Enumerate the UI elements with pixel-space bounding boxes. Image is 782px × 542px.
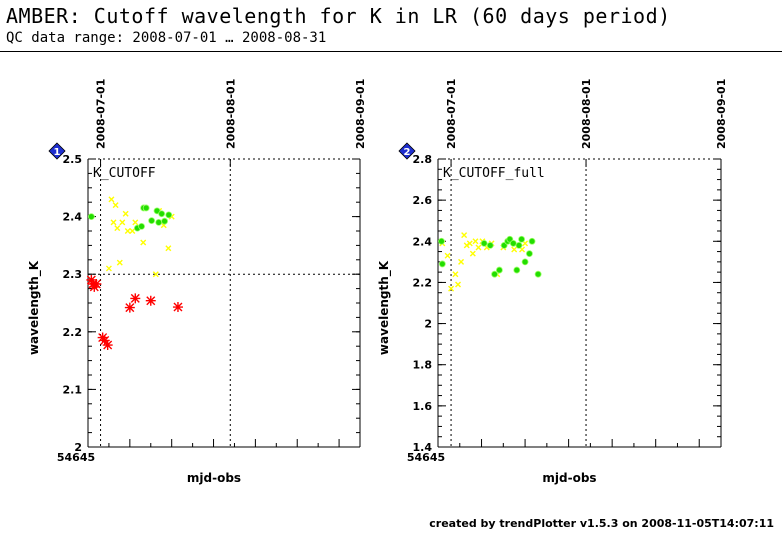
- panel-title: K_CUTOFF: [93, 166, 156, 181]
- page-subtitle: QC data range: 2008-07-01 … 2008-08-31: [6, 30, 327, 46]
- data-point-green: [515, 241, 523, 249]
- panel-badge-number: 1: [54, 147, 61, 158]
- y-axis-label: wavelength_K: [27, 260, 42, 355]
- data-point-yellow: [119, 219, 126, 226]
- data-point-green: [165, 211, 173, 219]
- data-point-yellow: [461, 232, 468, 239]
- y-tick-label: 2.1: [63, 383, 83, 396]
- data-point-yellow: [469, 250, 476, 257]
- x-axis-label: mjd-obs: [542, 471, 596, 485]
- data-point-yellow: [444, 252, 451, 259]
- data-point-yellow: [122, 210, 129, 217]
- y-tick-label: 2.6: [413, 194, 433, 207]
- data-point-red: [86, 274, 97, 285]
- panel-badge-icon: [48, 142, 66, 160]
- data-point-yellow: [455, 281, 462, 288]
- chart-panel-1: 2 2.1 2.2 2.3 2.4 2.5 54645 2008-07-01 2008-08-0…: [27, 79, 367, 485]
- x-axis-label: mjd-obs: [187, 471, 241, 485]
- data-point-red: [102, 340, 113, 351]
- date-tick-label: 2008-07-01: [95, 79, 108, 149]
- data-point-green: [161, 217, 168, 225]
- data-point-yellow: [129, 228, 136, 234]
- data-point-green: [142, 204, 150, 212]
- data-point-yellow: [165, 245, 172, 252]
- data-point-green: [480, 239, 488, 247]
- data-point-green: [518, 235, 525, 243]
- date-tick-label: 2008-08-01: [224, 79, 237, 149]
- page-title: AMBER: Cutoff wavelength for K in LR (60…: [6, 4, 671, 28]
- data-point-red: [124, 302, 135, 313]
- data-point-green: [438, 260, 446, 268]
- data-point-yellow: [472, 238, 479, 245]
- data-point-red: [172, 302, 183, 313]
- y-tick-label: 2: [424, 318, 432, 331]
- y-tick-label: 1.6: [413, 400, 433, 413]
- data-point-green: [534, 270, 542, 278]
- data-point-yellow: [458, 258, 465, 265]
- date-tick-label: 2008-09-01: [354, 79, 367, 149]
- y-tick-label: 1.8: [413, 359, 433, 372]
- panel-title: K_CUTOFF_full: [443, 166, 545, 181]
- y-tick-label: 2.2: [63, 326, 83, 339]
- y-tick-label: 2.4: [63, 211, 83, 224]
- data-point-yellow: [511, 246, 518, 253]
- data-point-yellow: [108, 196, 115, 203]
- data-point-yellow: [112, 202, 119, 209]
- data-point-green: [521, 258, 529, 266]
- data-point-green: [87, 213, 95, 221]
- data-point-red: [145, 295, 156, 306]
- data-point-green: [438, 237, 445, 245]
- panel-badge-number: 2: [404, 147, 411, 158]
- y-tick-label: 2.3: [63, 268, 83, 281]
- data-point-yellow: [110, 219, 117, 226]
- y-tick-label: 2.8: [413, 153, 433, 166]
- date-tick-label: 2008-07-01: [445, 79, 458, 149]
- y-tick-label: 2.5: [63, 153, 83, 166]
- data-point-green: [148, 217, 156, 225]
- data-point-green: [513, 266, 521, 274]
- y-tick-label: 1.4: [413, 441, 433, 454]
- footer-credit: created by trendPlotter v1.5.3 on 2008-1…: [429, 517, 774, 530]
- panel-badge-icon: [398, 142, 416, 160]
- data-point-yellow: [475, 244, 482, 251]
- chart-panel-2: 1.4 1.6 1.8 2 2.2 2.4 2.6 2.8 54645 2008-07-01 200…: [377, 79, 728, 485]
- data-point-yellow: [132, 219, 139, 226]
- data-point-green: [158, 210, 166, 218]
- data-point-yellow: [452, 271, 459, 278]
- data-point-green: [509, 239, 517, 247]
- data-point-green: [528, 237, 536, 245]
- data-point-red: [91, 278, 102, 289]
- data-point-yellow: [140, 239, 147, 246]
- x-tick-label: 54645: [407, 451, 445, 464]
- x-tick-label: 54645: [57, 451, 95, 464]
- data-point-green: [138, 222, 145, 230]
- data-point-yellow: [105, 265, 112, 272]
- data-point-green: [491, 270, 499, 278]
- data-point-yellow: [116, 259, 123, 266]
- data-point-yellow: [124, 228, 131, 234]
- date-tick-label: 2008-09-01: [715, 79, 728, 149]
- data-point-green: [495, 266, 503, 274]
- data-point-green: [155, 218, 163, 226]
- data-point-yellow: [463, 242, 470, 249]
- data-point-yellow: [466, 240, 473, 247]
- y-axis-label: wavelength_K: [377, 260, 392, 355]
- date-tick-label: 2008-08-01: [580, 79, 593, 149]
- data-point-yellow: [152, 271, 159, 278]
- y-tick-label: 2.4: [413, 235, 433, 248]
- y-tick-label: 2.2: [413, 276, 433, 289]
- data-point-green: [486, 241, 494, 249]
- data-point-red: [130, 293, 141, 304]
- data-point-green: [526, 250, 533, 258]
- data-point-yellow: [114, 225, 121, 232]
- header-divider: [0, 51, 782, 52]
- y-tick-label: 2: [74, 441, 82, 454]
- data-point-yellow: [448, 285, 455, 292]
- data-point-red: [99, 335, 110, 346]
